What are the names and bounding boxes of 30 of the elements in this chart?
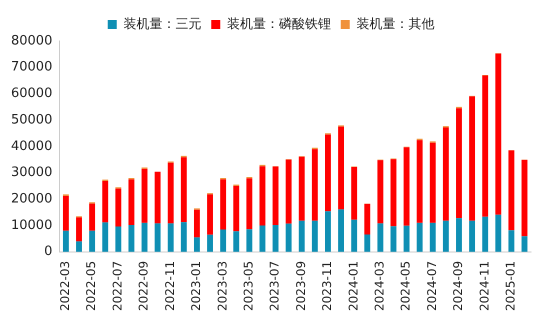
y-tick-label: 70000: [10, 60, 52, 75]
y-tick-label: 60000: [10, 86, 52, 102]
legend-label: 装机量：磷酸铁锂: [226, 16, 331, 32]
y-tick-label: 80000: [10, 33, 52, 48]
x-tick-label: 2024-03: [372, 260, 386, 311]
y-tick-label: 50000: [10, 112, 52, 128]
y-tick-label: 30000: [10, 165, 52, 180]
x-tick-label: 2024-01: [346, 260, 360, 311]
x-tick-label: 2024-05: [398, 260, 413, 311]
x-tick-label: 2024-09: [451, 260, 466, 311]
y-tick-label: 10000: [10, 218, 52, 233]
y-tick-label: 40000: [10, 138, 52, 154]
x-tick-label: 2025-01: [504, 260, 518, 311]
x-tick-label: 2023-01: [189, 260, 204, 311]
x-tick-label: 2022-03: [58, 260, 72, 311]
x-tick-label: 2022-05: [84, 260, 98, 311]
y-tick-label: 20000: [10, 192, 52, 207]
x-tick-label: 2024-11: [477, 260, 492, 311]
x-tick-label: 2023-11: [320, 260, 334, 311]
x-tick-label: 2023-05: [241, 260, 256, 311]
x-tick-label: 2023-07: [268, 260, 282, 311]
x-tick-label: 2024-07: [424, 260, 439, 311]
x-tick-label: 2022-07: [110, 260, 124, 311]
x-tick-label: 2022-09: [136, 260, 151, 311]
legend-label: 装机量：其他: [356, 16, 434, 32]
x-tick-label: 2023-03: [215, 260, 230, 311]
x-tick-label: 2023-09: [294, 260, 308, 311]
legend-label: 装机量：三元: [123, 16, 202, 32]
y-tick-label: 0: [44, 244, 52, 260]
x-tick-label: 2022-11: [162, 260, 177, 311]
